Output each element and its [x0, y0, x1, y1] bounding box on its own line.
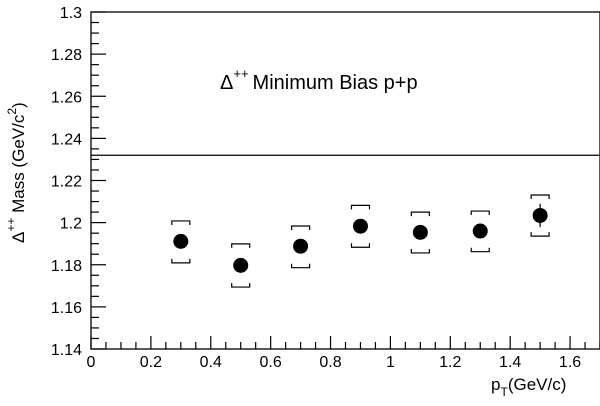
x-tick-label: 0.6 — [260, 354, 282, 371]
sys-error-upper — [410, 211, 430, 217]
data-point — [173, 233, 189, 249]
sys-error-lower — [350, 243, 371, 248]
x-axis-title: pT(GeV/c) — [491, 375, 566, 399]
sys-error-lower — [470, 247, 490, 253]
x-tick-label: 1.2 — [439, 354, 461, 371]
x-tick-label: 1.6 — [559, 354, 581, 371]
sys-error-upper — [290, 225, 311, 230]
sys-error-lower — [290, 263, 311, 269]
x-tick-label: 0 — [87, 354, 96, 371]
sys-error-upper — [470, 210, 490, 216]
y-tick-label: 1.24 — [51, 131, 82, 148]
plot-frame — [90, 11, 600, 350]
sys-error-lower — [530, 232, 550, 237]
x-tick-label: 1 — [386, 354, 395, 371]
data-point — [352, 218, 368, 234]
annotation-label: Δ++ Minimum Bias p+p — [220, 66, 418, 94]
x-tick-label: 0.2 — [140, 354, 162, 371]
data-point — [472, 223, 488, 239]
y-tick-label: 1.14 — [51, 342, 82, 359]
x-tick-label: 0.4 — [200, 354, 222, 371]
data-point — [412, 224, 428, 240]
x-axis: 0 0.2 0.4 0.6 0.8 1 1.2 1.4 1.6 — [87, 336, 600, 371]
x-tick-label: 1.4 — [499, 354, 521, 371]
sys-error-upper — [231, 243, 251, 248]
sys-error-upper — [171, 220, 191, 225]
data-point — [233, 257, 249, 273]
y-axis-title: Δ++ Mass (GeV/c2) — [4, 102, 28, 243]
sys-error-lower — [231, 283, 251, 288]
y-tick-label: 1.2 — [60, 216, 82, 233]
y-tick-label: 1.18 — [51, 258, 82, 275]
sys-error-lower — [410, 248, 430, 254]
sys-error-lower — [171, 258, 191, 264]
data-point — [293, 238, 309, 254]
sys-error-upper — [530, 194, 550, 200]
data-series — [171, 194, 550, 288]
y-tick-label: 1.22 — [51, 174, 82, 191]
data-point — [532, 207, 548, 223]
y-tick-label: 1.26 — [51, 89, 82, 106]
y-tick-label: 1.28 — [51, 47, 82, 64]
y-axis: 1.14 1.16 1.18 1.2 1.22 1.24 1.26 1.28 1.3 — [51, 5, 106, 359]
sys-error-upper — [350, 204, 371, 210]
y-tick-label: 1.3 — [60, 5, 82, 22]
x-tick-label: 0.8 — [319, 354, 341, 371]
y-tick-label: 1.16 — [51, 300, 82, 317]
